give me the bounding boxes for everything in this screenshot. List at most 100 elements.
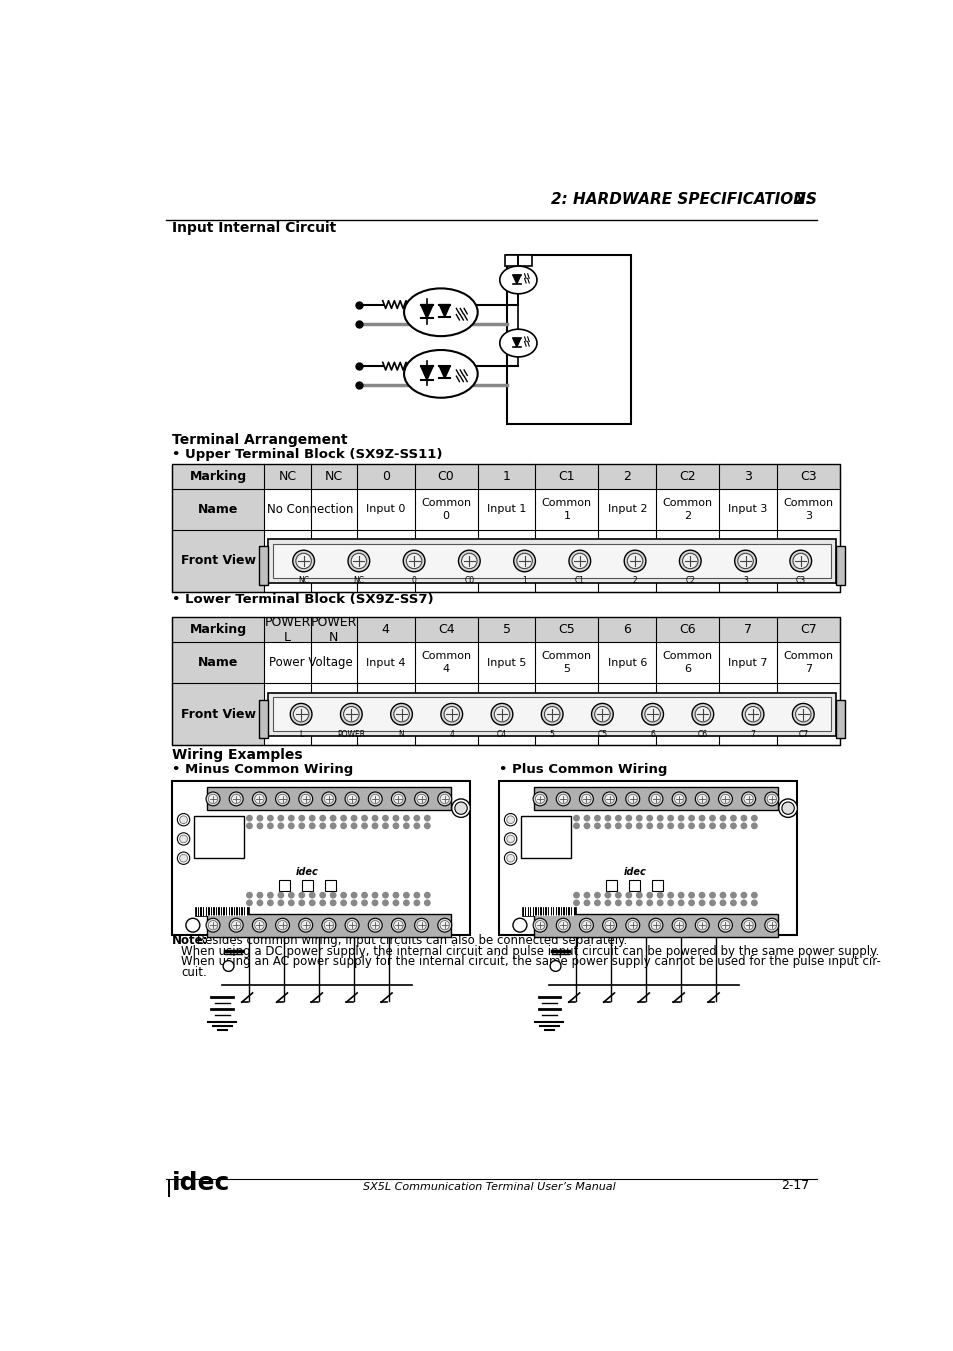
Circle shape	[699, 823, 704, 828]
Bar	[172, 463, 264, 592]
Text: 3: 3	[743, 470, 751, 482]
Polygon shape	[420, 366, 433, 380]
Circle shape	[636, 816, 641, 821]
Text: C6: C6	[697, 730, 707, 739]
Text: When using a DC power supply, the internal circuit and pulse input circuit can b: When using a DC power supply, the intern…	[181, 944, 879, 958]
Bar	[572, 907, 573, 916]
Circle shape	[257, 823, 262, 828]
Text: C7: C7	[800, 623, 816, 636]
Text: 7: 7	[750, 730, 755, 739]
Circle shape	[533, 919, 546, 932]
Bar	[531, 907, 532, 916]
Circle shape	[268, 823, 273, 828]
Circle shape	[581, 920, 591, 929]
Circle shape	[764, 919, 778, 932]
Bar	[559, 907, 560, 916]
Bar	[227, 907, 229, 916]
Bar	[172, 463, 840, 489]
Circle shape	[177, 832, 190, 846]
Circle shape	[268, 893, 273, 898]
Circle shape	[695, 707, 710, 721]
Circle shape	[394, 707, 409, 721]
Text: Input Internal Circuit: Input Internal Circuit	[172, 222, 335, 235]
Circle shape	[351, 900, 356, 905]
Bar	[505, 254, 531, 266]
Circle shape	[740, 823, 746, 828]
Circle shape	[594, 816, 599, 821]
Circle shape	[391, 704, 412, 725]
Text: NC: NC	[353, 577, 364, 585]
Circle shape	[504, 832, 517, 846]
Circle shape	[208, 794, 217, 804]
Circle shape	[294, 707, 309, 721]
Text: • Lower Terminal Block (SX9Z-SS7): • Lower Terminal Block (SX9Z-SS7)	[172, 593, 433, 605]
Circle shape	[625, 792, 639, 805]
Circle shape	[583, 900, 589, 905]
Text: Input 1: Input 1	[486, 504, 526, 515]
Bar	[268, 539, 835, 582]
Circle shape	[414, 900, 419, 905]
Bar	[534, 907, 535, 916]
Text: C6: C6	[679, 623, 696, 636]
Circle shape	[278, 823, 283, 828]
Text: 5: 5	[549, 730, 554, 739]
Circle shape	[458, 550, 479, 571]
Circle shape	[275, 792, 289, 805]
Text: NC: NC	[324, 470, 342, 482]
Circle shape	[636, 823, 641, 828]
Circle shape	[709, 893, 715, 898]
Text: 1: 1	[502, 470, 510, 482]
Circle shape	[361, 816, 367, 821]
Circle shape	[720, 900, 725, 905]
Bar	[554, 907, 555, 916]
Circle shape	[179, 854, 187, 862]
Circle shape	[623, 550, 645, 571]
Circle shape	[372, 823, 377, 828]
Circle shape	[751, 816, 757, 821]
Circle shape	[206, 792, 220, 805]
Text: 2: 2	[622, 470, 631, 482]
Circle shape	[424, 893, 430, 898]
Bar	[498, 781, 797, 935]
Bar	[214, 907, 215, 916]
Circle shape	[795, 707, 810, 721]
Circle shape	[372, 893, 377, 898]
Text: C4: C4	[437, 623, 454, 636]
Text: Marking: Marking	[190, 623, 247, 636]
Circle shape	[781, 802, 794, 815]
Circle shape	[636, 900, 641, 905]
Text: L: L	[298, 730, 303, 739]
Circle shape	[330, 816, 335, 821]
Bar	[629, 880, 639, 890]
Circle shape	[206, 919, 220, 932]
Circle shape	[319, 823, 325, 828]
Circle shape	[391, 792, 405, 805]
Circle shape	[247, 816, 252, 821]
Text: Common
4: Common 4	[420, 651, 471, 674]
Circle shape	[394, 794, 402, 804]
Circle shape	[625, 919, 639, 932]
Text: 2: 2	[632, 577, 637, 585]
Bar	[534, 788, 778, 811]
Text: 6: 6	[650, 730, 655, 739]
Circle shape	[678, 900, 683, 905]
Circle shape	[625, 893, 631, 898]
Circle shape	[594, 893, 599, 898]
Text: C0: C0	[464, 577, 474, 585]
Circle shape	[275, 919, 289, 932]
Circle shape	[414, 823, 419, 828]
Circle shape	[581, 794, 591, 804]
Circle shape	[506, 835, 514, 843]
Ellipse shape	[404, 350, 477, 397]
Circle shape	[247, 893, 252, 898]
Circle shape	[688, 816, 694, 821]
Circle shape	[718, 919, 732, 932]
Circle shape	[295, 554, 311, 569]
Text: 4: 4	[449, 730, 454, 739]
Text: idec: idec	[622, 867, 645, 877]
Circle shape	[414, 893, 419, 898]
Circle shape	[583, 823, 589, 828]
Circle shape	[657, 823, 662, 828]
Circle shape	[615, 900, 620, 905]
Circle shape	[298, 816, 304, 821]
